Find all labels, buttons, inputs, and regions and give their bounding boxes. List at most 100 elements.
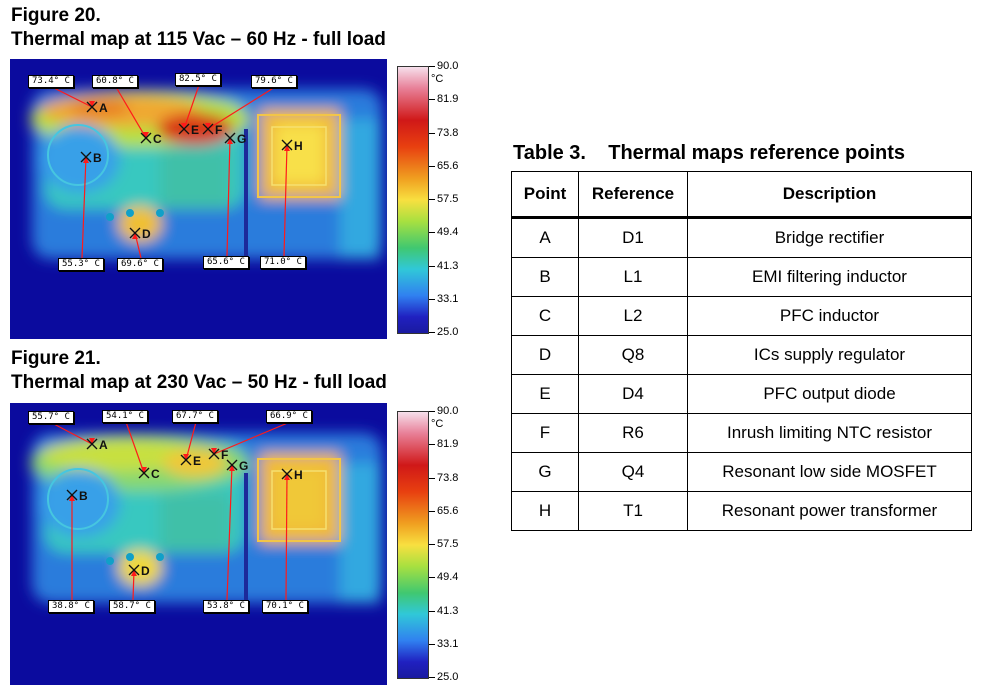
cell-description: PFC output diode — [687, 374, 972, 414]
svg-text:F: F — [215, 123, 222, 137]
scale-tick-mark — [429, 511, 435, 512]
table-row: G Q4 Resonant low side MOSFET — [511, 452, 972, 492]
temperature-callout-h: 71.0° C — [260, 256, 306, 269]
cell-point: C — [511, 296, 579, 336]
cell-description: EMI filtering inductor — [687, 257, 972, 297]
header-point: Point — [511, 171, 579, 218]
scale-tick-label: 41.3 — [437, 605, 459, 617]
scale-tick-label: 90.0 — [437, 405, 459, 417]
thermal-map-115vac: A B C D E F G H 73.4° C 55.3° C 60.8° C 69.6° C 82.5… — [10, 59, 387, 339]
temperature-callout-e: 82.5° C — [175, 73, 221, 86]
marker-g: G — [224, 132, 246, 257]
scale-tick-label: 25.0 — [437, 671, 459, 683]
temperature-callout-c: 60.8° C — [92, 75, 138, 88]
marker-h: H — [281, 139, 303, 257]
scale-tick-label: 33.1 — [437, 293, 459, 305]
temperature-callout-d: 69.6° C — [117, 258, 163, 271]
color-scale-bar — [397, 411, 429, 679]
temperature-callout-h: 70.1° C — [262, 600, 308, 613]
scale-tick-label: 33.1 — [437, 638, 459, 650]
marker-e: E — [180, 421, 201, 468]
scale-tick-mark — [429, 332, 435, 333]
scale-unit-label: °C — [431, 418, 444, 430]
figure-21-number: Figure 21. — [11, 348, 101, 369]
figure-21-caption: Thermal map at 230 Vac – 50 Hz - full lo… — [11, 372, 387, 393]
scale-tick-mark — [429, 444, 435, 445]
svg-text:A: A — [99, 101, 108, 115]
svg-text:E: E — [191, 123, 199, 137]
marker-f: F — [202, 86, 276, 137]
scale-tick-mark — [429, 611, 435, 612]
scale-tick-label: 65.6 — [437, 505, 459, 517]
scale-tick-label: 57.5 — [437, 193, 459, 205]
scale-tick-mark — [429, 544, 435, 545]
svg-text:G: G — [237, 132, 246, 146]
cell-point: A — [511, 217, 579, 258]
scale-tick-mark — [429, 411, 435, 412]
thermal-map-230vac: A B C D E F G H 55.7° C 38.8° C 54.1° C 58.7° C 67.7… — [10, 403, 387, 685]
scale-unit-label: °C — [431, 73, 444, 85]
scale-tick-mark — [429, 577, 435, 578]
scale-tick-label: 25.0 — [437, 326, 459, 338]
cell-reference: Q4 — [578, 452, 688, 492]
scale-tick-label: 73.8 — [437, 472, 459, 484]
table-header-row: Point Reference Description — [511, 171, 972, 218]
scale-tick-mark — [429, 478, 435, 479]
cell-description: Resonant power transformer — [687, 491, 972, 531]
scale-tick-label: 57.5 — [437, 538, 459, 550]
svg-text:E: E — [193, 454, 201, 468]
svg-text:C: C — [153, 132, 162, 146]
cell-description: ICs supply regulator — [687, 335, 972, 375]
color-scale-figure-21: °C 90.0 81.9 73.8 65.6 57.5 49.4 41.3 33.1 25.0 — [397, 406, 477, 683]
cell-reference: Q8 — [578, 335, 688, 375]
cell-reference: L2 — [578, 296, 688, 336]
svg-text:B: B — [79, 489, 88, 503]
svg-text:C: C — [151, 467, 160, 481]
scale-tick-label: 49.4 — [437, 226, 459, 238]
reference-points-table: Point Reference Description A D1 Bridge re… — [511, 171, 972, 531]
header-description: Description — [687, 171, 972, 218]
svg-text:D: D — [141, 564, 150, 578]
scale-tick-mark — [429, 232, 435, 233]
scale-tick-label: 49.4 — [437, 571, 459, 583]
figure-20-caption: Thermal map at 115 Vac – 60 Hz - full lo… — [11, 29, 386, 50]
cell-point: B — [511, 257, 579, 297]
header-reference: Reference — [578, 171, 688, 218]
marker-a: A — [51, 86, 108, 115]
scale-tick-mark — [429, 299, 435, 300]
cell-reference: R6 — [578, 413, 688, 453]
cell-reference: D4 — [578, 374, 688, 414]
temperature-callout-a: 55.7° C — [28, 411, 74, 424]
temperature-callout-b: 38.8° C — [48, 600, 94, 613]
marker-b: B — [66, 489, 88, 600]
table-title: Table 3. Thermal maps reference points — [513, 142, 905, 165]
scale-tick-label: 90.0 — [437, 60, 459, 72]
cell-description: Inrush limiting NTC resistor — [687, 413, 972, 453]
figure-20-number: Figure 20. — [11, 5, 101, 26]
thermal-image: A B C D E FG H — [10, 403, 387, 685]
svg-text:H: H — [294, 468, 303, 482]
temperature-callout-g: 65.6° C — [203, 256, 249, 269]
temperature-callout-d: 58.7° C — [109, 600, 155, 613]
table-row: A D1 Bridge rectifier — [511, 217, 972, 258]
marker-f: F — [208, 421, 291, 462]
scale-tick-label: 41.3 — [437, 260, 459, 272]
scale-tick-label: 65.6 — [437, 160, 459, 172]
scale-tick-mark — [429, 644, 435, 645]
temperature-callout-b: 55.3° C — [58, 258, 104, 271]
marker-c: C — [115, 86, 162, 146]
cell-point: E — [511, 374, 579, 414]
svg-text:H: H — [294, 139, 303, 153]
marker-c: C — [125, 421, 160, 481]
svg-text:A: A — [99, 438, 108, 452]
scale-tick-label: 73.8 — [437, 127, 459, 139]
temperature-callout-g: 53.8° C — [203, 600, 249, 613]
cell-description: Resonant low side MOSFET — [687, 452, 972, 492]
color-scale-figure-20: °C 90.0 81.9 73.8 65.6 57.5 49.4 41.3 33.1 25.0 — [397, 61, 477, 338]
cell-description: Bridge rectifier — [687, 217, 972, 258]
cell-reference: L1 — [578, 257, 688, 297]
temperature-callout-c: 54.1° C — [102, 410, 148, 423]
svg-text:G: G — [239, 459, 248, 473]
svg-text:F: F — [221, 448, 228, 462]
